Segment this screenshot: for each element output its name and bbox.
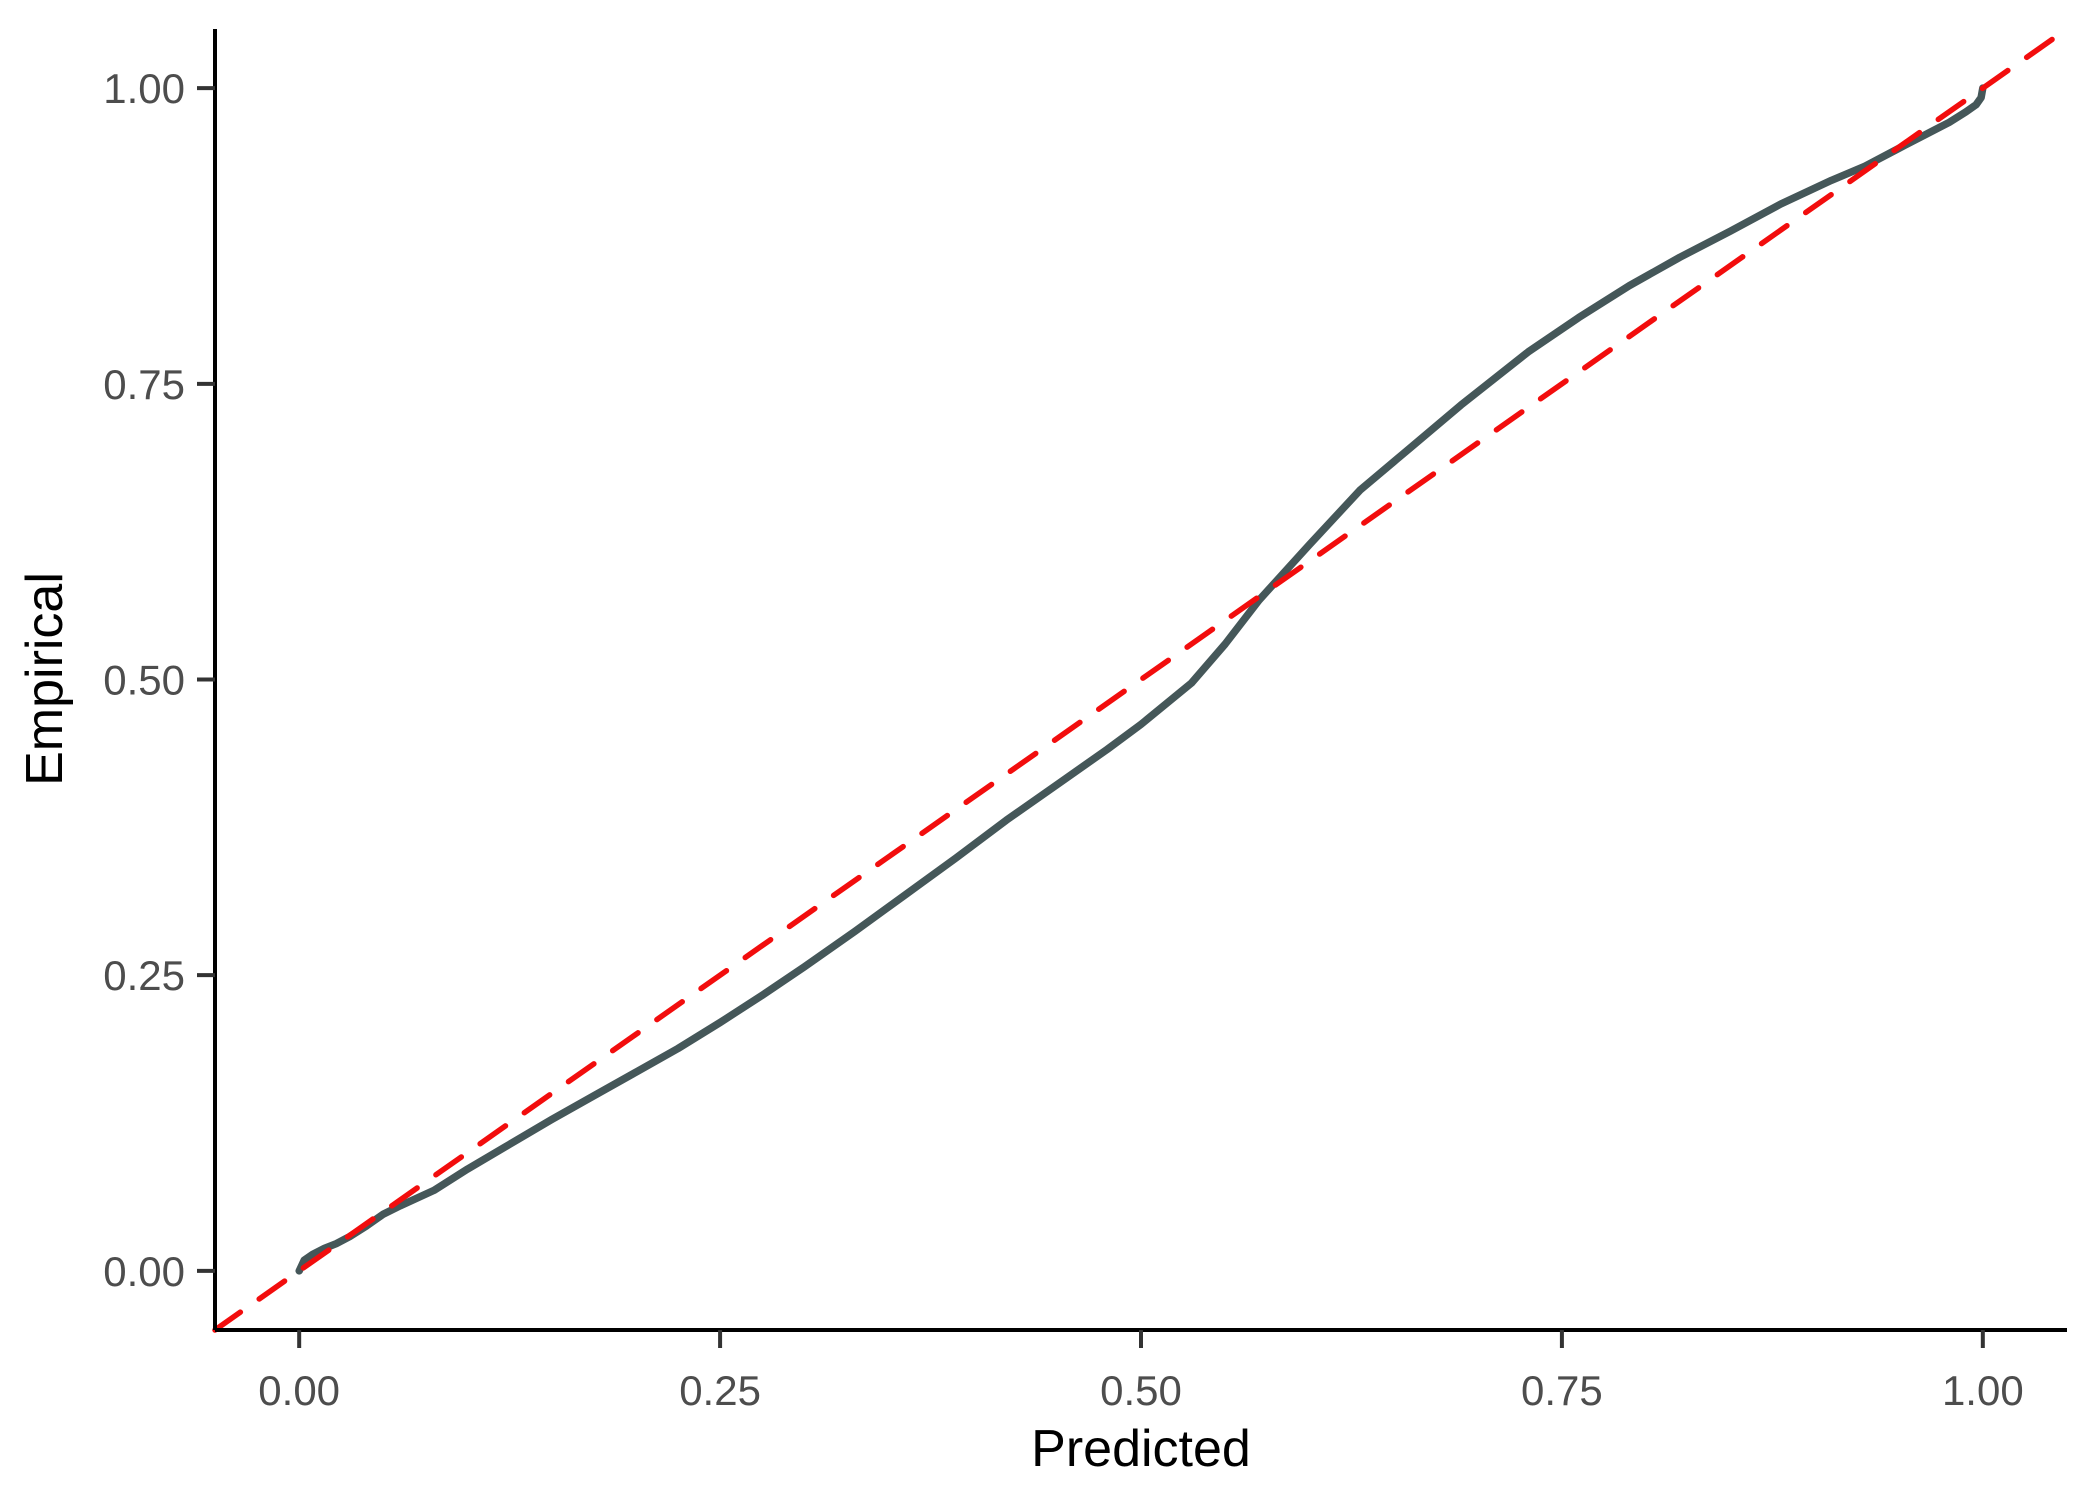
series-layer (212, 26, 2070, 1333)
y-tick-label: 0.50 (103, 657, 185, 704)
x-tick-label: 0.00 (258, 1367, 340, 1414)
tick-layer: 0.00 0.25 0.50 0.75 1.00 0.00 0.25 0.50 0.75 1.00 (103, 65, 2023, 1414)
y-axis-title: Empirical (16, 572, 74, 786)
x-axis-title: Predicted (1031, 1420, 1251, 1478)
calibration-curve (295, 84, 1987, 1275)
ideal-diagonal (212, 26, 2070, 1333)
x-tick-label: 0.75 (1521, 1367, 1603, 1414)
y-tick-label: 0.00 (103, 1248, 185, 1295)
x-tick-label: 0.50 (1100, 1367, 1182, 1414)
y-tick-label: 0.25 (103, 952, 185, 999)
y-tick-label: 1.00 (103, 65, 185, 112)
y-tick-label: 0.75 (103, 361, 185, 408)
x-tick-label: 0.25 (679, 1367, 761, 1414)
x-tick-label: 1.00 (1942, 1367, 2024, 1414)
